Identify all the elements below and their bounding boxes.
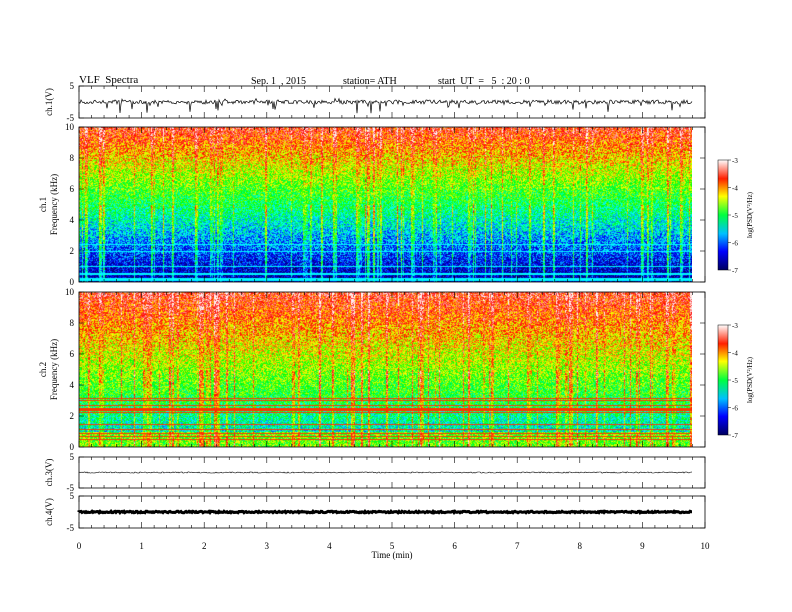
y-tick-label: 0: [70, 277, 75, 287]
waveform-axis-label: ch.4(V): [44, 498, 54, 526]
colorbar: [717, 324, 729, 436]
y-tick-label: 5: [70, 491, 75, 501]
colorbar-tick-label: -6: [732, 240, 738, 248]
date-label: Sep. 1 , 2015: [251, 76, 306, 87]
x-tick-label: 5: [390, 541, 395, 551]
station-label: station= ATH: [343, 76, 397, 87]
y-tick-label: 10: [65, 122, 75, 132]
waveform-axis-label: ch.3(V): [44, 459, 54, 487]
colorbar-tick-label: -6: [732, 405, 738, 413]
waveform-axis-label: ch.1(V): [44, 88, 54, 116]
colorbar-tick-label: -5: [732, 377, 738, 385]
y-tick-label: 4: [70, 380, 75, 390]
x-tick-label: 9: [640, 541, 645, 551]
colorbar-tick-label: -4: [732, 185, 738, 193]
x-tick-label: 2: [202, 541, 207, 551]
x-tick-label: 10: [701, 541, 711, 551]
frequency-axis-label: Frequency (kHz): [49, 339, 59, 400]
y-tick-label: 2: [70, 246, 75, 256]
y-tick-label: 2: [70, 411, 75, 421]
ch3-waveform-trace: [78, 471, 693, 474]
y-tick-label: 10: [65, 287, 75, 297]
x-tick-label: 0: [77, 541, 82, 551]
y-tick-label: 8: [70, 153, 75, 163]
colorbar-tick-label: -3: [732, 157, 738, 165]
channel-label: ch.2: [38, 362, 48, 377]
ch4-waveform-trace: [77, 508, 692, 516]
colorbar-tick-label: -4: [732, 350, 738, 358]
figure-title: VLF Spectra: [79, 74, 139, 86]
y-tick-label: -5: [67, 523, 75, 533]
y-tick-label: 0: [70, 442, 75, 452]
x-tick-label: 6: [452, 541, 457, 551]
y-tick-label: 5: [70, 452, 75, 462]
colorbar: [717, 159, 729, 271]
frequency-axis-label: Frequency (kHz): [49, 174, 59, 235]
spectrogram-layer: [79, 127, 692, 447]
x-tick-label: 8: [578, 541, 583, 551]
y-tick-label: -5: [67, 113, 75, 123]
x-axis-label: Time (min): [372, 550, 413, 560]
start-time-label: start UT = 5 : 20 : 0: [438, 76, 530, 87]
channel-label: ch.1: [38, 197, 48, 212]
y-tick-label: -5: [67, 483, 75, 493]
ch1-waveform-trace: [78, 97, 693, 114]
y-tick-label: 8: [70, 318, 75, 328]
y-tick-label: 4: [70, 215, 75, 225]
ch1-spectrogram-image: [79, 127, 692, 282]
colorbar-label: log(PSD(V²/Hz): [746, 191, 754, 238]
waveform-layer: [77, 97, 693, 516]
x-tick-label: 1: [139, 541, 144, 551]
colorbar-tick-label: -5: [732, 212, 738, 220]
x-tick-label: 4: [327, 541, 332, 551]
ch2-spectrogram-image: [79, 292, 692, 447]
colorbar-tick-label: -3: [732, 322, 738, 330]
colorbar-label: log(PSD(V²/Hz): [746, 356, 754, 403]
y-tick-label: 5: [70, 81, 75, 91]
x-tick-label: 3: [265, 541, 270, 551]
colorbar-tick-label: -7: [732, 432, 738, 440]
colorbar-tick-label: -7: [732, 267, 738, 275]
y-tick-label: 6: [70, 349, 75, 359]
y-tick-label: 6: [70, 184, 75, 194]
x-tick-label: 7: [515, 541, 520, 551]
